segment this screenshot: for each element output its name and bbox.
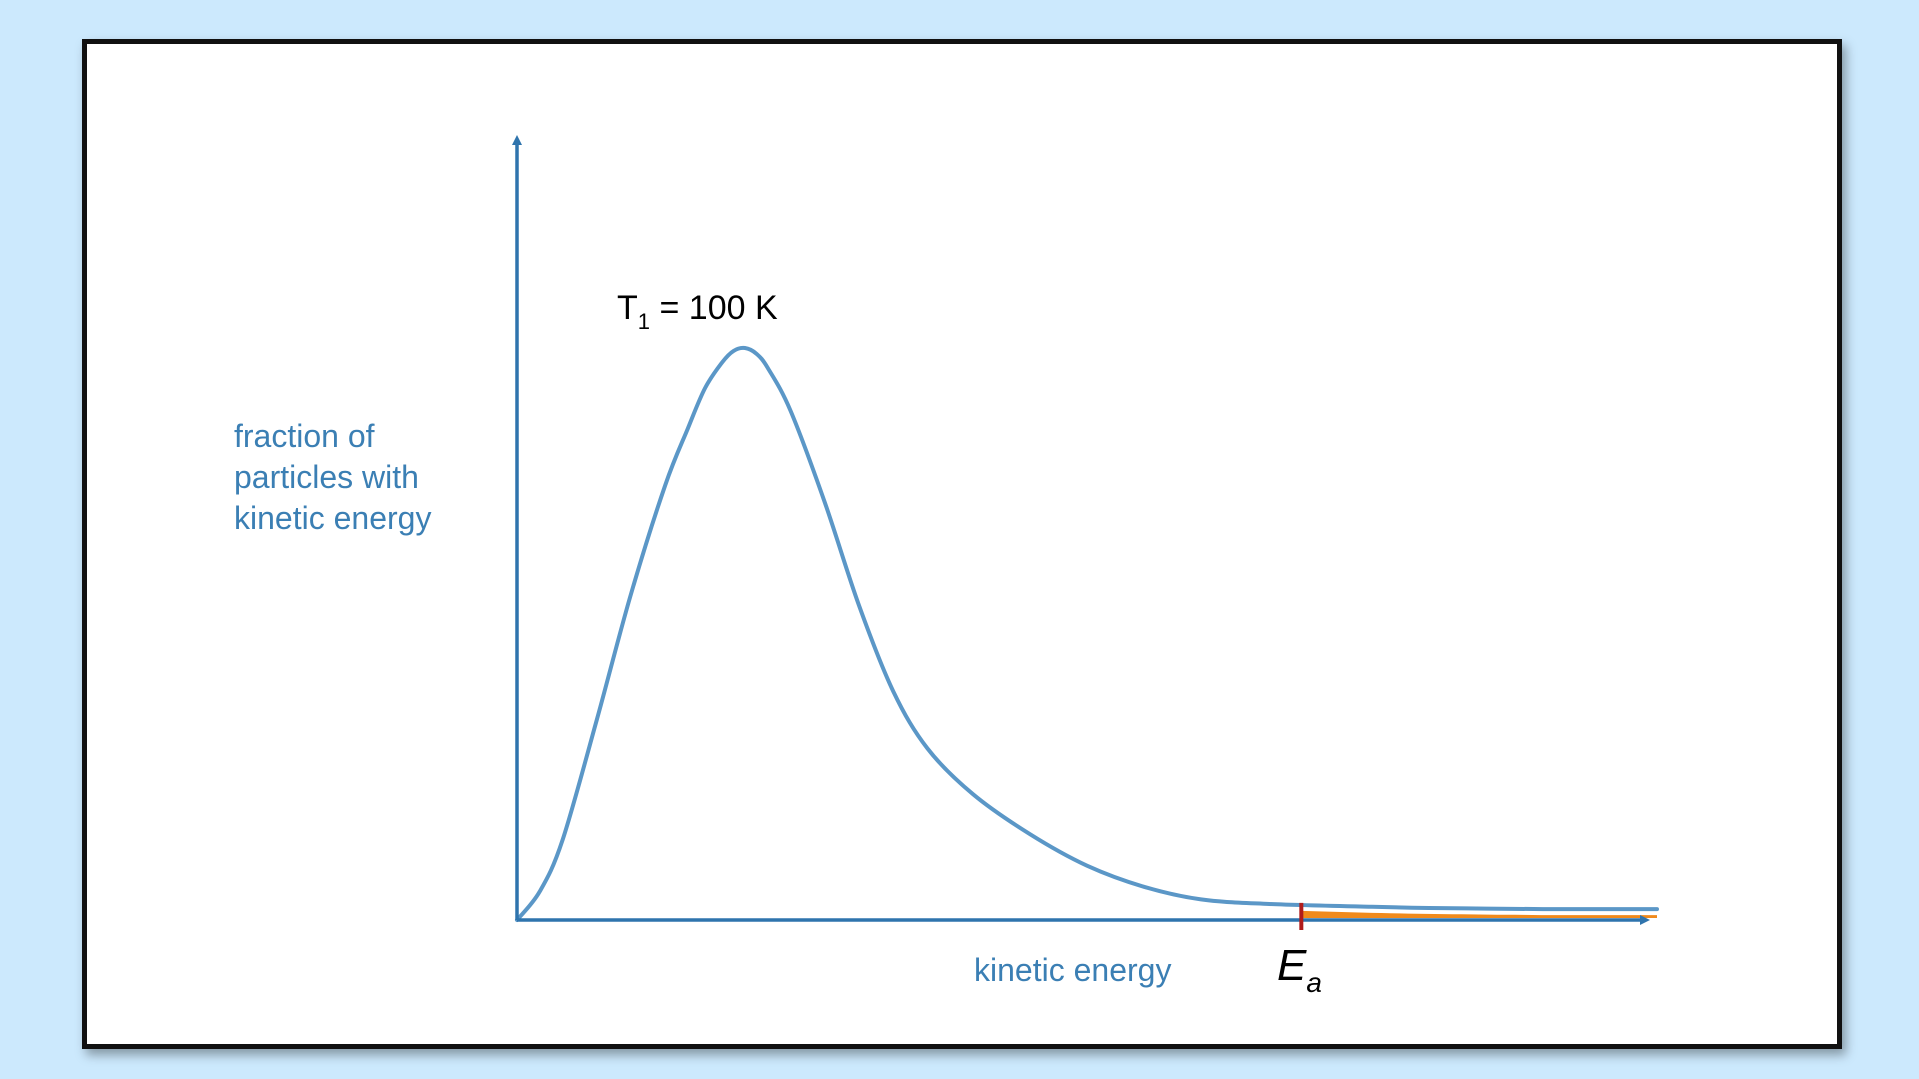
series-label-main: T xyxy=(617,289,638,327)
slide-frame: fraction of particles with kinetic energ… xyxy=(82,39,1842,1049)
activation-energy-label: Ea xyxy=(1277,941,1322,998)
y-axis-label-line-3: kinetic energy xyxy=(234,500,431,536)
y-axis-label: fraction of particles with kinetic energ… xyxy=(234,418,431,536)
activation-energy-label-main: E xyxy=(1277,941,1307,990)
y-axis-label-line-2: particles with xyxy=(234,459,419,495)
series-label: T1 = 100 K xyxy=(617,289,778,334)
activation-energy-label-sub: a xyxy=(1306,967,1322,998)
series-label-rest: = 100 K xyxy=(650,289,778,327)
series-line xyxy=(515,345,1659,922)
ea-shaded-area xyxy=(1301,910,1657,918)
series-label-sub: 1 xyxy=(638,309,650,334)
x-axis-label: kinetic energy xyxy=(974,952,1171,988)
chart: fraction of particles with kinetic energ… xyxy=(234,135,1659,998)
y-axis-label-line-1: fraction of xyxy=(234,418,375,454)
